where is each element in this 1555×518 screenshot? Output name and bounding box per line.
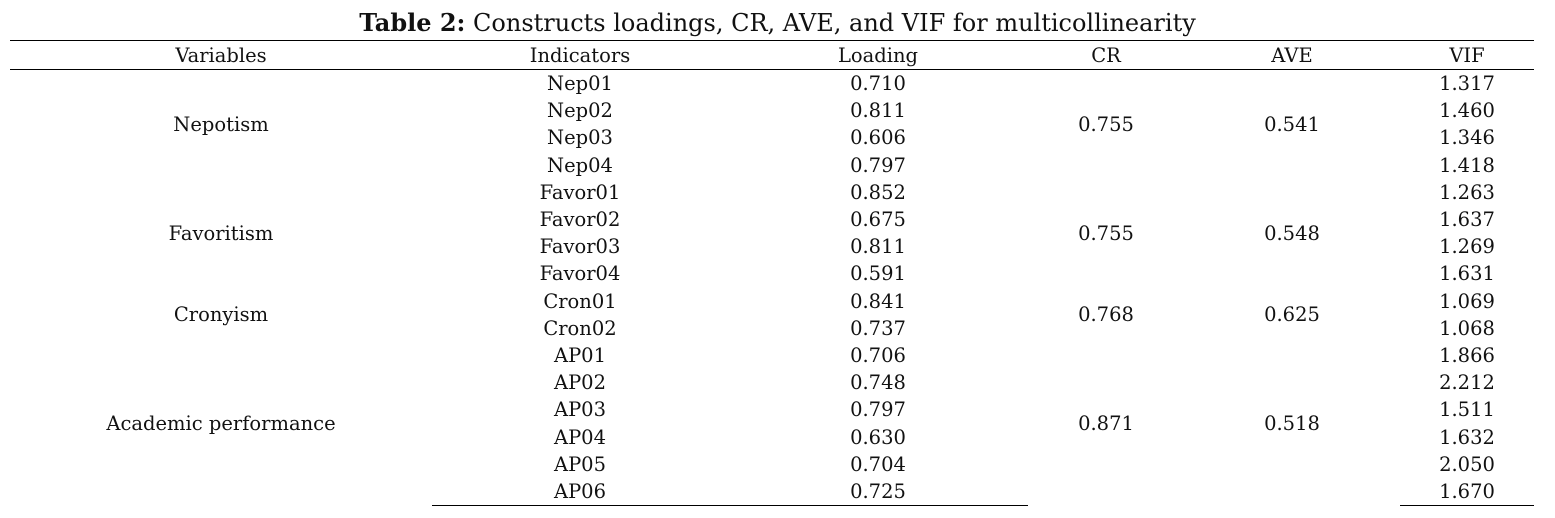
indicator-cell: AP06: [432, 477, 728, 506]
header-row: Variables Indicators Loading CR AVE VIF: [10, 40, 1534, 70]
ave-cell: 0.625: [1264, 303, 1320, 327]
header-loading: Loading: [728, 40, 1028, 70]
table-row: Cron02 0.737 1.068: [10, 315, 1534, 342]
loading-cell: 0.725: [728, 477, 1028, 506]
vif-cell: 1.418: [1439, 153, 1495, 177]
loading-cell: 0.706: [850, 343, 906, 367]
cr-cell: 0.871: [1078, 412, 1134, 436]
table-caption: Table 2: Constructs loadings, CR, AVE, a…: [0, 8, 1555, 38]
variable-cell: Academic performance: [106, 412, 336, 436]
indicator-cell: Nep04: [547, 153, 613, 177]
indicator-cell: Favor01: [539, 180, 621, 204]
loading-cell: 0.811: [850, 235, 906, 259]
indicator-cell: Favor02: [539, 208, 621, 232]
table-row: AP02 0.748 2.212: [10, 369, 1534, 396]
indicator-cell: AP05: [553, 452, 607, 476]
indicator-cell: Cron02: [543, 316, 617, 340]
header-cr: CR: [1028, 40, 1184, 70]
header-indicators: Indicators: [432, 40, 728, 70]
constructs-table: Variables Indicators Loading CR AVE VIF …: [10, 40, 1534, 506]
table-row: Academic performance AP01 0.706 0.871 0.518 1…: [10, 342, 1534, 435]
table-row: AP05 0.704 2.050: [10, 451, 1534, 478]
table-row: AP06 0.725 1.670: [10, 477, 1534, 506]
vif-cell: 1.346: [1439, 126, 1495, 150]
indicator-cell: Nep02: [547, 99, 613, 123]
cr-cell: 0.755: [1078, 221, 1134, 245]
indicator-cell: Cron01: [543, 289, 617, 313]
vif-cell: 1.269: [1439, 235, 1495, 259]
indicator-cell: AP03: [553, 398, 607, 422]
table-row: Favor03 0.811 1.269: [10, 233, 1534, 260]
table-body: Nepotism Nep01 0.710 0.755 0.541 1.317 Nep02 0.…: [10, 70, 1534, 506]
vif-cell: 2.050: [1439, 452, 1495, 476]
vif-cell: 1.263: [1439, 180, 1495, 204]
vif-cell: 1.460: [1439, 99, 1495, 123]
indicator-cell: Nep01: [547, 72, 613, 96]
table-row: AP04 0.630 1.632: [10, 423, 1534, 450]
loading-cell: 0.811: [850, 99, 906, 123]
indicator-cell: AP01: [553, 343, 607, 367]
loading-cell: 0.852: [850, 180, 906, 204]
loading-cell: 0.710: [850, 72, 906, 96]
cr-cell: 0.768: [1078, 303, 1134, 327]
loading-cell: 0.737: [850, 316, 906, 340]
header-ave: AVE: [1184, 40, 1400, 70]
header-variables: Variables: [10, 40, 432, 70]
loading-cell: 0.630: [850, 425, 906, 449]
vif-cell: 1.632: [1439, 425, 1495, 449]
cr-cell: 0.755: [1078, 112, 1134, 136]
ave-cell: 0.541: [1264, 112, 1320, 136]
table-row: Favor04 0.591 1.631: [10, 260, 1534, 287]
indicator-cell: Favor03: [539, 235, 621, 259]
loading-cell: 0.797: [850, 398, 906, 422]
vif-cell: 1.670: [1400, 477, 1534, 506]
vif-cell: 1.069: [1439, 289, 1495, 313]
table-row: Favor02 0.675 1.637: [10, 206, 1534, 233]
table-header: Variables Indicators Loading CR AVE VIF: [10, 40, 1534, 70]
vif-cell: 1.068: [1439, 316, 1495, 340]
table-row: Nepotism Nep01 0.710 0.755 0.541 1.317: [10, 70, 1534, 136]
variable-cell: Favoritism: [168, 221, 274, 245]
table-row: Nep03 0.606 1.346: [10, 124, 1534, 151]
variable-cell: Cronyism: [173, 303, 269, 327]
loading-cell: 0.591: [850, 262, 906, 286]
indicator-cell: AP04: [553, 425, 607, 449]
caption-text: Constructs loadings, CR, AVE, and VIF fo…: [473, 9, 1196, 37]
table-row: Favoritism Favor01 0.852 0.755 0.548 1.263: [10, 179, 1534, 245]
loading-cell: 0.675: [850, 208, 906, 232]
variable-cell: Nepotism: [173, 112, 269, 136]
loading-cell: 0.797: [850, 153, 906, 177]
table-row: Cronyism Cron01 0.841 0.768 0.625 1.069: [10, 288, 1534, 327]
ave-cell: 0.518: [1264, 412, 1320, 436]
vif-cell: 1.511: [1439, 398, 1495, 422]
vif-cell: 1.631: [1439, 262, 1495, 286]
indicator-cell: Nep03: [547, 126, 613, 150]
vif-cell: 1.866: [1439, 343, 1495, 367]
vif-cell: 1.637: [1439, 208, 1495, 232]
indicator-cell: Favor04: [539, 262, 621, 286]
table-row: Nep04 0.797 1.418: [10, 152, 1534, 179]
loading-cell: 0.704: [850, 452, 906, 476]
vif-cell: 2.212: [1439, 371, 1495, 395]
header-vif: VIF: [1400, 40, 1534, 70]
loading-cell: 0.841: [850, 289, 906, 313]
loading-cell: 0.748: [850, 371, 906, 395]
table-row: AP03 0.797 1.511: [10, 396, 1534, 423]
loading-cell: 0.606: [850, 126, 906, 150]
ave-cell: 0.548: [1264, 221, 1320, 245]
table-row: Nep02 0.811 1.460: [10, 97, 1534, 124]
vif-cell: 1.317: [1439, 72, 1495, 96]
caption-label: Table 2:: [359, 8, 466, 37]
indicator-cell: AP02: [553, 371, 607, 395]
